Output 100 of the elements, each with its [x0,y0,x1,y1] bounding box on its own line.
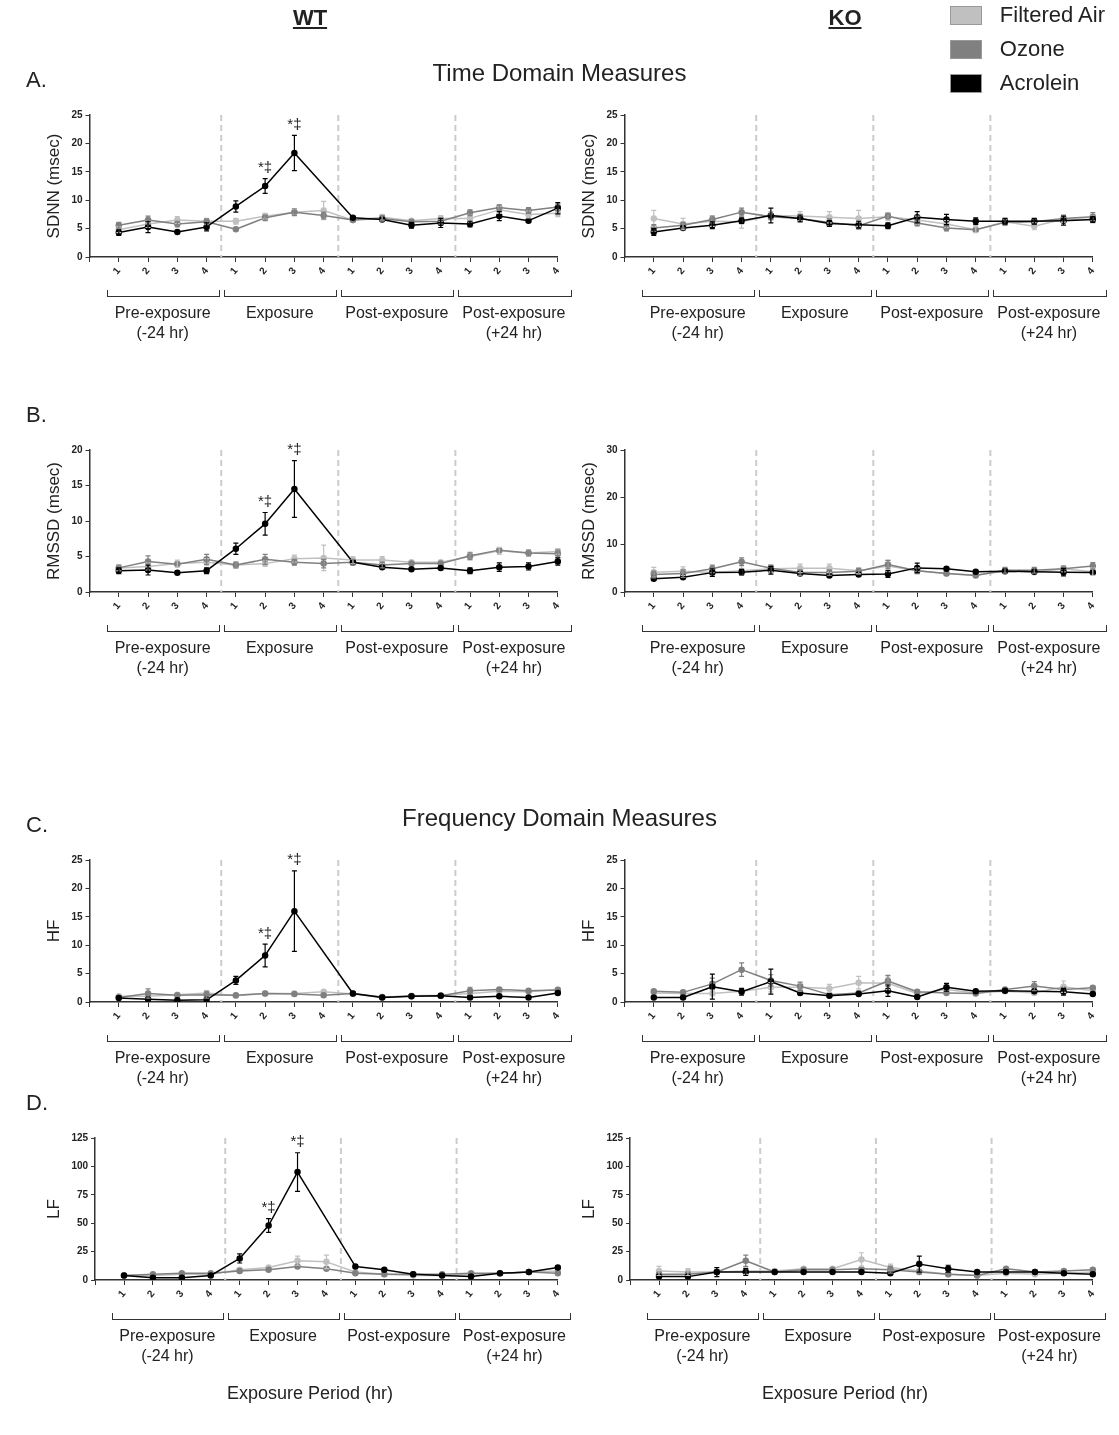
x-tick-label: 3 [520,599,533,612]
y-tick-label: 25 [71,108,83,120]
text: Post-exposure [879,638,985,658]
y-tick-label: 5 [611,967,618,979]
x-tick-label: 4 [967,1009,980,1022]
y-tick-label: 15 [71,165,83,177]
x-tick-label: 3 [289,1287,302,1300]
x-tick-label: 2 [491,1287,504,1300]
x-tick-label: 4 [549,264,562,277]
x-tick-label: 4 [315,1009,328,1022]
x-tick-label: 1 [996,599,1009,612]
y-axis-title: RMSSD (msec) [43,461,63,581]
x-tick-label: 2 [490,1009,504,1022]
x-tick-label: 1 [762,599,775,612]
x-tick-label: 2 [260,1287,273,1300]
text: Pre-exposure (-24 hr) [648,638,747,678]
y-tick-label: 0 [611,250,618,262]
x-tick-label: 3 [938,599,951,612]
annotation: *‡ [290,1132,305,1150]
x-tick-label: 1 [344,264,357,277]
x-tick-label: 3 [286,1009,299,1022]
x-tick-label: 2 [375,1287,389,1300]
text: Post-exposure (+24 hr) [996,303,1102,343]
x-tick-label: 2 [490,264,504,277]
y-tick-label: 30 [606,443,618,455]
y-tick-label: 15 [606,165,618,177]
annotation: *‡ [287,850,302,868]
y-tick-label: 0 [82,1273,89,1285]
text: Pre-exposure (-24 hr) [648,1048,747,1088]
x-tick-label: 4 [549,1009,562,1022]
text: Exposure [779,638,850,658]
x-tick-label: 4 [549,599,562,612]
x-tick-label: 1 [645,599,658,612]
text: Exposure [779,303,850,323]
x-tick-label: 4 [198,264,211,277]
y-axis-title: LF [43,1199,63,1219]
x-tick-label: 1 [110,599,123,612]
y-tick-label: 25 [71,853,83,865]
x-tick-label: 1 [461,1009,474,1022]
y-tick-label: 10 [71,193,83,205]
x-tick-label: 4 [549,1287,562,1300]
x-axis-title: Exposure Period (hr) [225,1383,395,1404]
x-tick-label: 3 [821,1009,834,1022]
y-tick-label: 100 [71,1160,89,1172]
y-tick-label: 5 [76,550,83,562]
x-tick-label: 2 [1025,1009,1039,1022]
y-tick-label: 10 [71,938,83,950]
y-tick-label: 75 [611,1188,624,1200]
x-tick-label: 4 [432,599,445,612]
x-tick-label: 1 [344,1009,357,1022]
x-tick-label: 4 [733,1009,746,1022]
text: Post-exposure [344,638,450,658]
text: Pre-exposure (-24 hr) [118,1326,217,1366]
x-tick-label: 4 [315,264,328,277]
x-tick-label: 4 [202,1287,215,1300]
chart-subtitle: KO [828,5,862,30]
y-axis-title: LF [578,1199,598,1219]
x-tick-label: 1 [645,1009,658,1022]
x-tick-label: 3 [703,1009,717,1022]
chart-subtitle: WT [291,5,329,31]
x-tick-label: 2 [908,599,922,612]
y-tick-label: 25 [606,108,618,120]
x-tick-label: 4 [198,599,211,612]
text: Exposure [783,1326,853,1346]
y-tick-label: 125 [606,1131,624,1143]
x-tick-label: 1 [762,1009,775,1022]
x-tick-label: 1 [115,1287,128,1300]
x-tick-label: 4 [968,1287,982,1300]
x-tick-label: 1 [231,1287,244,1300]
x-tick-label: 2 [144,1287,157,1300]
x-tick-label: 1 [879,1009,892,1022]
x-tick-label: 1 [110,1009,123,1022]
legend-label: Ozone [999,36,1065,62]
x-tick-label: 4 [433,1287,447,1300]
text: Pre-exposure (-24 hr) [113,1048,212,1088]
x-tick-label: 2 [139,1009,152,1022]
text: Post-exposure (+24 hr) [461,1048,567,1088]
y-tick-label: 0 [76,585,83,597]
y-tick-label: 0 [76,250,83,262]
x-tick-label: 1 [879,264,892,277]
y-tick-label: 25 [611,1245,624,1257]
x-tick-label: 4 [853,1287,866,1300]
y-tick-label: 10 [606,538,618,550]
x-tick-label: 1 [227,264,240,277]
text: Post-exposure [346,1326,451,1346]
x-tick-label: 4 [1084,1287,1097,1300]
x-tick-label: 3 [938,1009,951,1022]
x-tick-label: 1 [344,599,357,612]
x-tick-label: 1 [996,1009,1009,1022]
x-tick-label: 3 [1055,1287,1068,1300]
text: Post-exposure [344,1048,450,1068]
x-tick-label: 2 [490,599,504,612]
x-tick-label: 4 [733,264,746,277]
text: Exposure [244,303,315,323]
text: Post-exposure (+24 hr) [996,1048,1102,1088]
x-tick-label: 2 [674,264,687,277]
x-tick-label: 2 [674,599,687,612]
x-tick-label: 2 [679,1287,692,1300]
x-tick-label: 3 [703,264,717,277]
text: Pre-exposure (-24 hr) [113,638,212,678]
